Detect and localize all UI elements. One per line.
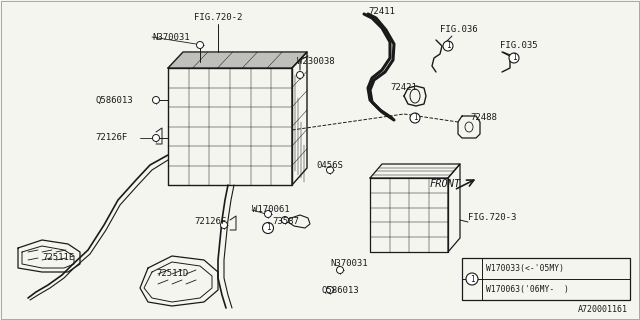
Text: FIG.036: FIG.036 — [440, 26, 477, 35]
Text: 72126F: 72126F — [194, 218, 227, 227]
Circle shape — [196, 42, 204, 49]
Circle shape — [264, 211, 271, 218]
Text: W230038: W230038 — [297, 58, 335, 67]
Circle shape — [282, 217, 289, 223]
Text: 72411: 72411 — [368, 7, 395, 17]
Text: 72511D: 72511D — [156, 268, 188, 277]
Text: W170063('06MY-  ): W170063('06MY- ) — [486, 285, 569, 294]
Circle shape — [326, 166, 333, 173]
Text: W170033(<-'05MY): W170033(<-'05MY) — [486, 264, 564, 273]
Text: 72488: 72488 — [470, 114, 497, 123]
Text: A720001161: A720001161 — [578, 305, 628, 314]
Text: FIG.720-3: FIG.720-3 — [468, 213, 516, 222]
Bar — [462, 258, 630, 300]
Circle shape — [466, 273, 478, 285]
Text: N370031: N370031 — [330, 260, 367, 268]
Text: 1: 1 — [445, 42, 451, 51]
Circle shape — [337, 267, 344, 274]
Text: FRONT: FRONT — [430, 179, 461, 189]
Text: 72421: 72421 — [390, 84, 417, 92]
Text: N370031: N370031 — [152, 33, 189, 42]
Text: 72511E: 72511E — [42, 253, 74, 262]
Text: 0456S: 0456S — [316, 161, 343, 170]
Text: Q586013: Q586013 — [322, 285, 360, 294]
Circle shape — [326, 286, 333, 293]
Text: 1: 1 — [512, 53, 516, 62]
Text: 1: 1 — [266, 223, 270, 233]
Text: 72126F: 72126F — [95, 133, 127, 142]
Circle shape — [262, 222, 273, 234]
Text: 73587: 73587 — [272, 218, 299, 227]
Text: FIG.720-2: FIG.720-2 — [194, 13, 242, 22]
Circle shape — [152, 134, 159, 141]
Text: 1: 1 — [413, 114, 417, 123]
Circle shape — [221, 221, 227, 228]
Text: FIG.035: FIG.035 — [500, 42, 538, 51]
Circle shape — [443, 41, 453, 51]
Text: Q586013: Q586013 — [96, 95, 134, 105]
Circle shape — [410, 113, 420, 123]
Text: W170061: W170061 — [252, 205, 290, 214]
Circle shape — [152, 97, 159, 103]
Text: 1: 1 — [470, 275, 474, 284]
Circle shape — [509, 53, 519, 63]
Circle shape — [296, 71, 303, 78]
